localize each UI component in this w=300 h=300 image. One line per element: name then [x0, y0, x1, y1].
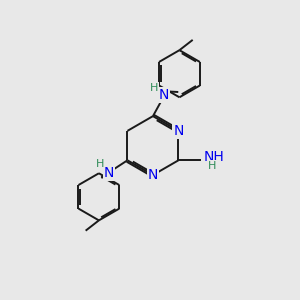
Text: N: N [173, 124, 184, 138]
Text: N: N [148, 168, 158, 182]
Text: H: H [150, 82, 158, 93]
Text: NH: NH [204, 150, 225, 164]
Text: N: N [159, 88, 169, 102]
Text: N: N [104, 166, 114, 180]
Text: H: H [96, 159, 104, 170]
Text: H: H [208, 160, 216, 171]
